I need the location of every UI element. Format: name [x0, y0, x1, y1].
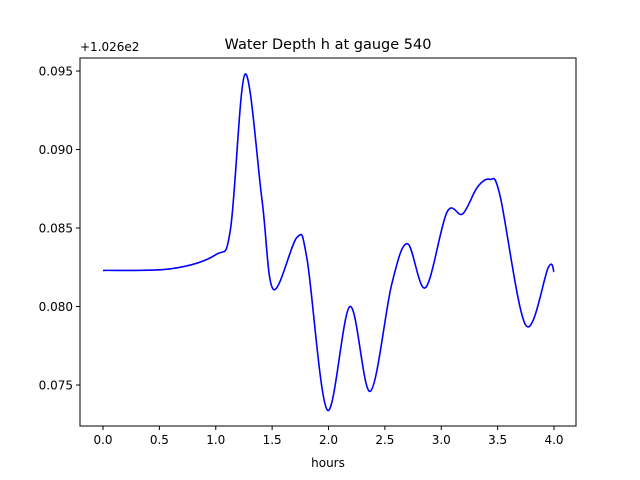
y-tick-label: 0.090: [39, 143, 73, 157]
x-tick-label: 2.0: [319, 433, 338, 447]
x-tick-label: 4.0: [544, 433, 563, 447]
y-tick-label: 0.080: [39, 300, 73, 314]
x-tick-label: 3.0: [432, 433, 451, 447]
y-tick-label: 0.095: [39, 65, 73, 79]
x-tick-label: 2.5: [375, 433, 394, 447]
axes-frame: [79, 57, 577, 427]
y-tick-label: 0.085: [39, 222, 73, 236]
x-tick-label: 0.0: [93, 433, 112, 447]
x-tick-label: 1.5: [263, 433, 282, 447]
y-offset-label: +1.026e2: [80, 40, 139, 54]
x-tick-label: 3.5: [488, 433, 507, 447]
chart-title: Water Depth h at gauge 540: [225, 37, 432, 53]
x-tick-label: 1.0: [206, 433, 225, 447]
y-tick-label: 0.075: [39, 379, 73, 393]
x-tick-label: 0.5: [150, 433, 169, 447]
x-axis-label: hours: [311, 456, 345, 470]
series-line-h: [102, 73, 555, 411]
